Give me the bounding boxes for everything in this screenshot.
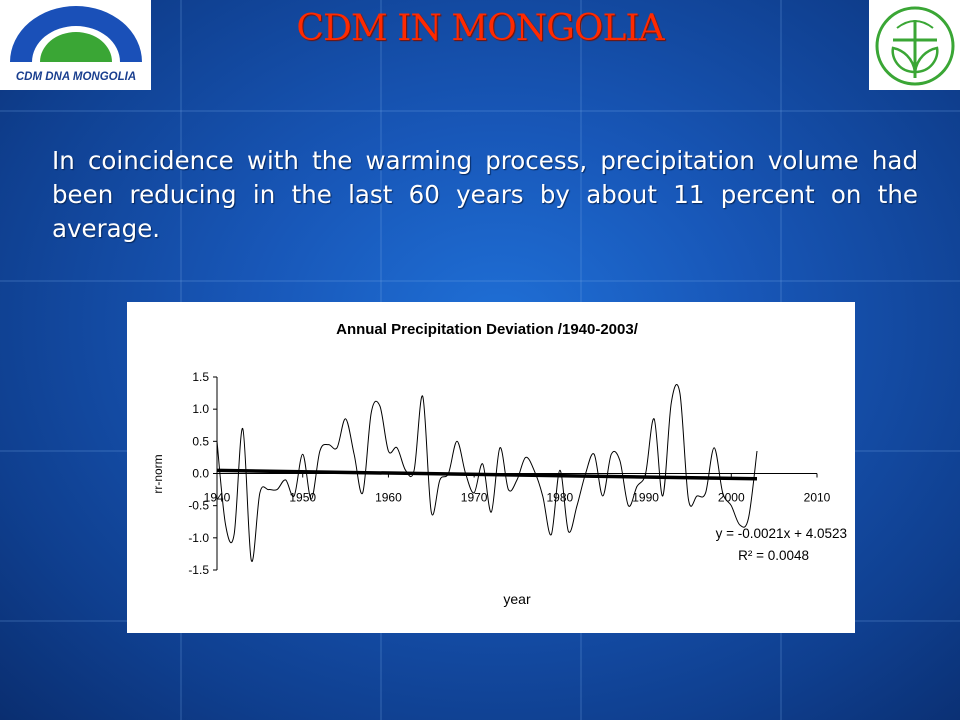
y-tick-label: 0.5 <box>192 434 209 448</box>
x-tick-label: 1960 <box>375 491 402 505</box>
x-axis-label: year <box>503 591 531 607</box>
precipitation-deviation-line <box>216 384 758 562</box>
x-tick-label: 2000 <box>718 491 745 505</box>
trendline-equation: y = -0.0021x + 4.0523 <box>716 526 847 541</box>
y-axis-label: rr-norm <box>151 454 165 493</box>
y-tick-label: -0.5 <box>188 499 209 513</box>
precipitation-chart: Annual Precipitation Deviation /1940-200… <box>127 302 855 633</box>
background-grid-line <box>0 110 960 112</box>
slide-body-text: In coincidence with the warming process,… <box>52 146 918 243</box>
x-tick-label: 1980 <box>547 491 574 505</box>
environment-ministry-logo <box>869 0 960 90</box>
chart-title: Annual Precipitation Deviation /1940-200… <box>336 321 639 338</box>
x-tick-label: 1970 <box>461 491 488 505</box>
y-tick-label: 0.0 <box>192 467 209 481</box>
linear-trendline <box>216 468 758 481</box>
cdm-dna-mongolia-logo: CDM DNA MONGOLIA <box>0 0 151 90</box>
background-grid-line <box>0 280 960 282</box>
x-tick-label: 2010 <box>804 491 831 505</box>
x-tick-label: 1940 <box>204 491 231 505</box>
chart-svg: Annual Precipitation Deviation /1940-200… <box>151 321 847 607</box>
logo-text: CDM DNA MONGOLIA <box>16 71 136 83</box>
y-tick-label: 1.5 <box>192 370 209 384</box>
slide-title: CDM IN MONGOLIA <box>296 8 664 49</box>
x-tick-label: 1990 <box>632 491 659 505</box>
r-squared-label: R² = 0.0048 <box>738 548 809 563</box>
y-tick-label: -1.0 <box>188 531 209 545</box>
y-tick-label: 1.0 <box>192 402 209 416</box>
y-tick-label: -1.5 <box>188 563 209 577</box>
